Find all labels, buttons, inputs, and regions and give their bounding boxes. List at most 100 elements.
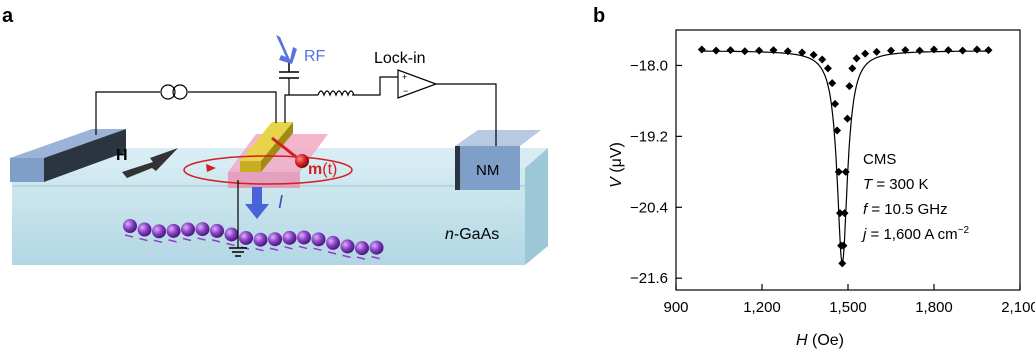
data-point bbox=[818, 55, 827, 64]
spin-atom-icon bbox=[123, 219, 137, 233]
chart-annotation: CMS T = 300 K f = 10.5 GHz j = 1,600 A c… bbox=[861, 151, 969, 243]
spin-atom-icon bbox=[282, 230, 297, 245]
annotation-frequency: f = 10.5 GHz bbox=[863, 201, 948, 218]
wire-lockin-out bbox=[436, 83, 497, 146]
data-point bbox=[783, 47, 792, 56]
panel-b-label: b bbox=[593, 5, 605, 27]
magnetization-vector bbox=[271, 136, 301, 162]
spin-tail bbox=[182, 237, 192, 242]
nm-electrode-front bbox=[455, 146, 520, 190]
rf-input: RF bbox=[276, 35, 326, 65]
current-source-icon bbox=[160, 84, 188, 100]
spin-tail bbox=[313, 247, 322, 252]
data-point bbox=[755, 46, 764, 55]
data-point bbox=[712, 46, 721, 55]
spin-tail bbox=[327, 251, 337, 255]
data-point bbox=[958, 46, 967, 55]
pink-region-front bbox=[228, 172, 300, 188]
precession-direction-icon bbox=[206, 164, 216, 172]
substrate-side bbox=[525, 148, 548, 265]
substrate-label: n-GaAs bbox=[445, 226, 499, 243]
ground-symbol bbox=[229, 180, 247, 257]
substrate-label-italic: n bbox=[445, 226, 454, 243]
y-tick-label: −20.4 bbox=[630, 199, 668, 216]
data-point bbox=[915, 46, 924, 55]
spin-atom-icon bbox=[297, 230, 311, 245]
data-point bbox=[798, 48, 807, 57]
wire-left bbox=[95, 91, 160, 135]
spin-atom-icon bbox=[268, 232, 282, 247]
amplifier-icon bbox=[397, 69, 438, 99]
spin-atom-icon bbox=[224, 227, 239, 242]
data-point bbox=[833, 126, 842, 135]
left-electrode-side bbox=[44, 129, 126, 182]
capacitor-icon bbox=[279, 62, 299, 79]
data-point bbox=[726, 46, 735, 55]
spin-atom-icon bbox=[195, 222, 210, 237]
spin-atom-icon bbox=[326, 235, 340, 250]
spin-atom-icon bbox=[340, 239, 355, 254]
data-point bbox=[834, 167, 843, 176]
nm-label: NM bbox=[476, 162, 499, 179]
spin-atom-icon bbox=[152, 224, 166, 239]
data-point bbox=[930, 45, 938, 54]
lockin-label: Lock-in bbox=[374, 50, 426, 67]
data-point bbox=[872, 47, 881, 56]
spin-atom-icon bbox=[369, 240, 384, 255]
current-arrow-icon bbox=[245, 204, 269, 219]
chart: 900 1,200 1,500 1,800 2,100 −18.0−19.2−20.4−… bbox=[608, 29, 1035, 349]
data-point bbox=[887, 46, 895, 55]
data-point bbox=[840, 209, 849, 218]
amplifier-plus: + bbox=[402, 72, 407, 82]
x-axis-label-unit: (Oe) bbox=[808, 332, 844, 349]
rf-label: RF bbox=[304, 48, 326, 65]
spin-tail bbox=[226, 242, 235, 247]
current-arrow: I bbox=[245, 187, 283, 219]
data-point bbox=[984, 46, 993, 55]
y-tick-label: −21.6 bbox=[630, 270, 668, 287]
x-tick-label: 1,800 bbox=[915, 299, 953, 316]
current-source-circle-1 bbox=[160, 84, 176, 100]
x-tick-label: 1,200 bbox=[743, 299, 781, 316]
circuit-wires bbox=[95, 76, 497, 146]
spin-tail bbox=[139, 237, 148, 242]
x-axis-label: H (Oe) bbox=[796, 332, 844, 349]
nm-electrode-edge bbox=[455, 146, 460, 190]
annotation-t-symbol: T bbox=[863, 176, 874, 193]
left-electrode-front bbox=[10, 158, 44, 182]
data-point bbox=[828, 79, 837, 88]
data-point bbox=[740, 47, 749, 56]
h-label: H bbox=[116, 147, 128, 164]
annotation-j-value: = 1,600 A cm bbox=[866, 226, 957, 243]
nm-electrode-top bbox=[455, 130, 541, 146]
spin-atom-icon bbox=[210, 223, 224, 238]
ferromagnet-bar bbox=[240, 122, 293, 172]
left-electrode bbox=[10, 129, 126, 182]
substrate-front bbox=[12, 168, 525, 265]
panel-b: b 900 1,200 1,500 1,800 2,100 −18.0 −19.2 −20.… bbox=[593, 5, 1035, 349]
spin-tail bbox=[153, 239, 163, 244]
spin-tail bbox=[269, 247, 279, 251]
wire-rf-tee bbox=[284, 94, 318, 123]
magnetization-ball-icon bbox=[295, 154, 309, 168]
substrate bbox=[12, 148, 548, 265]
spin-tail bbox=[168, 239, 177, 243]
left-electrode-top bbox=[10, 129, 126, 158]
current-arrow-shaft bbox=[252, 187, 262, 205]
spin-chain bbox=[123, 219, 384, 260]
data-point bbox=[843, 114, 852, 123]
y-axis-label-symbol: V bbox=[608, 176, 625, 188]
spin-atom-icon bbox=[239, 230, 253, 245]
m-label-rest: (t) bbox=[322, 161, 337, 178]
x-tick-label: 2,100 bbox=[1001, 299, 1035, 316]
ferromagnet-side bbox=[261, 122, 293, 172]
spin-tail bbox=[211, 239, 221, 243]
data-points bbox=[697, 45, 993, 268]
spin-tail bbox=[255, 247, 264, 252]
spin-atom-icon bbox=[181, 222, 195, 237]
precession-orbit bbox=[183, 155, 353, 185]
x-tick-label: 1,500 bbox=[829, 299, 867, 316]
x-axis-ticks: 900 1,200 1,500 1,800 2,100 bbox=[663, 284, 1035, 316]
spin-atom-icon bbox=[166, 223, 181, 238]
data-point bbox=[901, 46, 910, 55]
